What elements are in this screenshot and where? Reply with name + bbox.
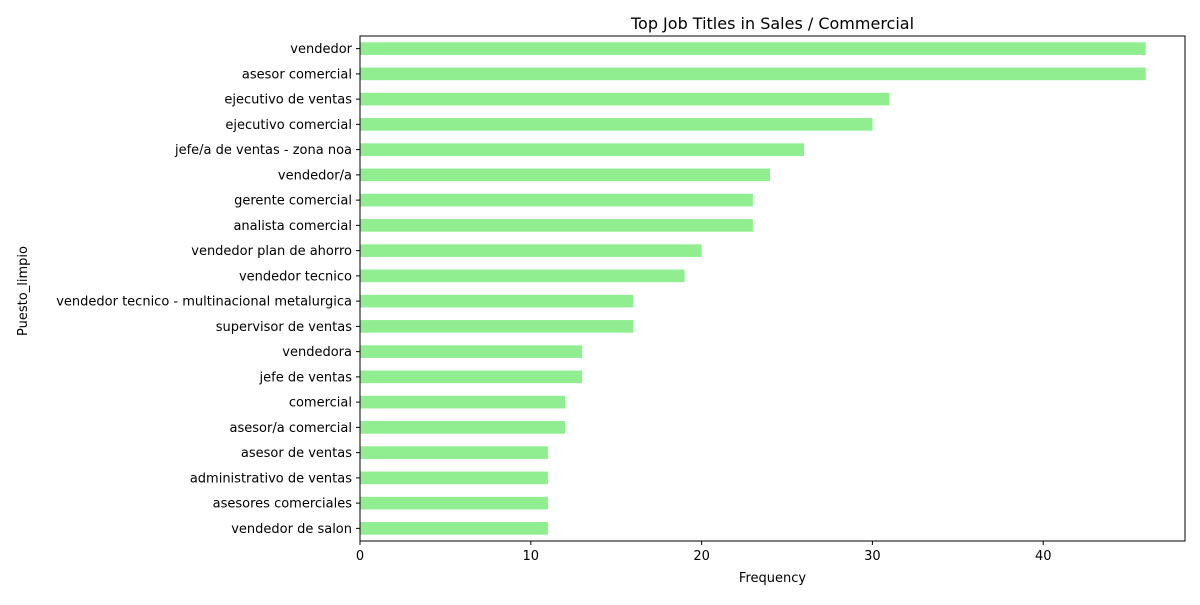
y-tick-label: gerente comercial bbox=[234, 194, 352, 209]
bar bbox=[360, 320, 634, 333]
y-tick-label: vendedor plan de ahorro bbox=[191, 244, 352, 259]
bar bbox=[360, 118, 873, 131]
y-tick-label: ejecutivo comercial bbox=[225, 118, 352, 133]
y-tick-label: vendedor tecnico - multinacional metalur… bbox=[56, 295, 352, 310]
y-tick-label: ejecutivo de ventas bbox=[224, 93, 352, 108]
plot-frame bbox=[359, 35, 1186, 542]
bar bbox=[360, 345, 583, 358]
bar bbox=[360, 294, 634, 308]
y-tick-label: analista comercial bbox=[233, 219, 352, 234]
y-axis-label: Puesto_limpio bbox=[16, 246, 31, 336]
bar bbox=[360, 92, 890, 106]
y-tick-label: jefe/a de ventas - zona noa bbox=[174, 143, 352, 158]
y-tick-label: vendedor/a bbox=[278, 168, 352, 183]
bar bbox=[360, 168, 770, 182]
y-tick-label: supervisor de ventas bbox=[216, 320, 352, 335]
bars-group bbox=[360, 42, 1146, 535]
bar bbox=[360, 193, 753, 207]
bar bbox=[360, 522, 548, 535]
axes-frame bbox=[359, 35, 1186, 542]
bar bbox=[360, 143, 805, 156]
y-tick-label: asesor de ventas bbox=[241, 446, 352, 461]
y-tick-label: vendedor bbox=[290, 42, 352, 57]
x-tick-label: 40 bbox=[1035, 549, 1052, 564]
x-axis-ticks: 0 10 20 30 40 bbox=[356, 541, 1052, 564]
bar bbox=[360, 269, 685, 283]
y-tick-label: jefe de ventas bbox=[259, 370, 353, 385]
y-tick-label: vendedor de salon bbox=[231, 522, 352, 537]
bar bbox=[360, 67, 1146, 81]
x-tick-label: 20 bbox=[693, 549, 710, 564]
y-tick-label: administrativo de ventas bbox=[190, 471, 352, 486]
y-tick-label: vendedora bbox=[282, 345, 352, 360]
bar bbox=[360, 446, 548, 459]
bar bbox=[360, 42, 1146, 55]
y-tick-label: asesores comerciales bbox=[213, 497, 353, 512]
y-tick-label: vendedor tecnico bbox=[239, 269, 352, 284]
x-axis-label: Frequency bbox=[739, 571, 806, 586]
bar bbox=[360, 395, 565, 409]
y-tick-label: asesor/a comercial bbox=[230, 421, 352, 436]
bar bbox=[360, 244, 702, 257]
bar bbox=[360, 496, 548, 510]
y-tick-label: comercial bbox=[289, 396, 352, 411]
chart-title: Top Job Titles in Sales / Commercial bbox=[630, 14, 914, 33]
x-tick-label: 0 bbox=[356, 549, 364, 564]
bar bbox=[360, 471, 548, 485]
x-tick-label: 10 bbox=[523, 549, 540, 564]
y-axis-ticks: vendedor asesor comercial ejecutivo de ven… bbox=[56, 42, 360, 537]
bar bbox=[360, 219, 753, 232]
x-tick-label: 30 bbox=[864, 549, 881, 564]
bar bbox=[360, 421, 565, 434]
bar bbox=[360, 370, 583, 384]
y-tick-label: asesor comercial bbox=[242, 67, 352, 82]
